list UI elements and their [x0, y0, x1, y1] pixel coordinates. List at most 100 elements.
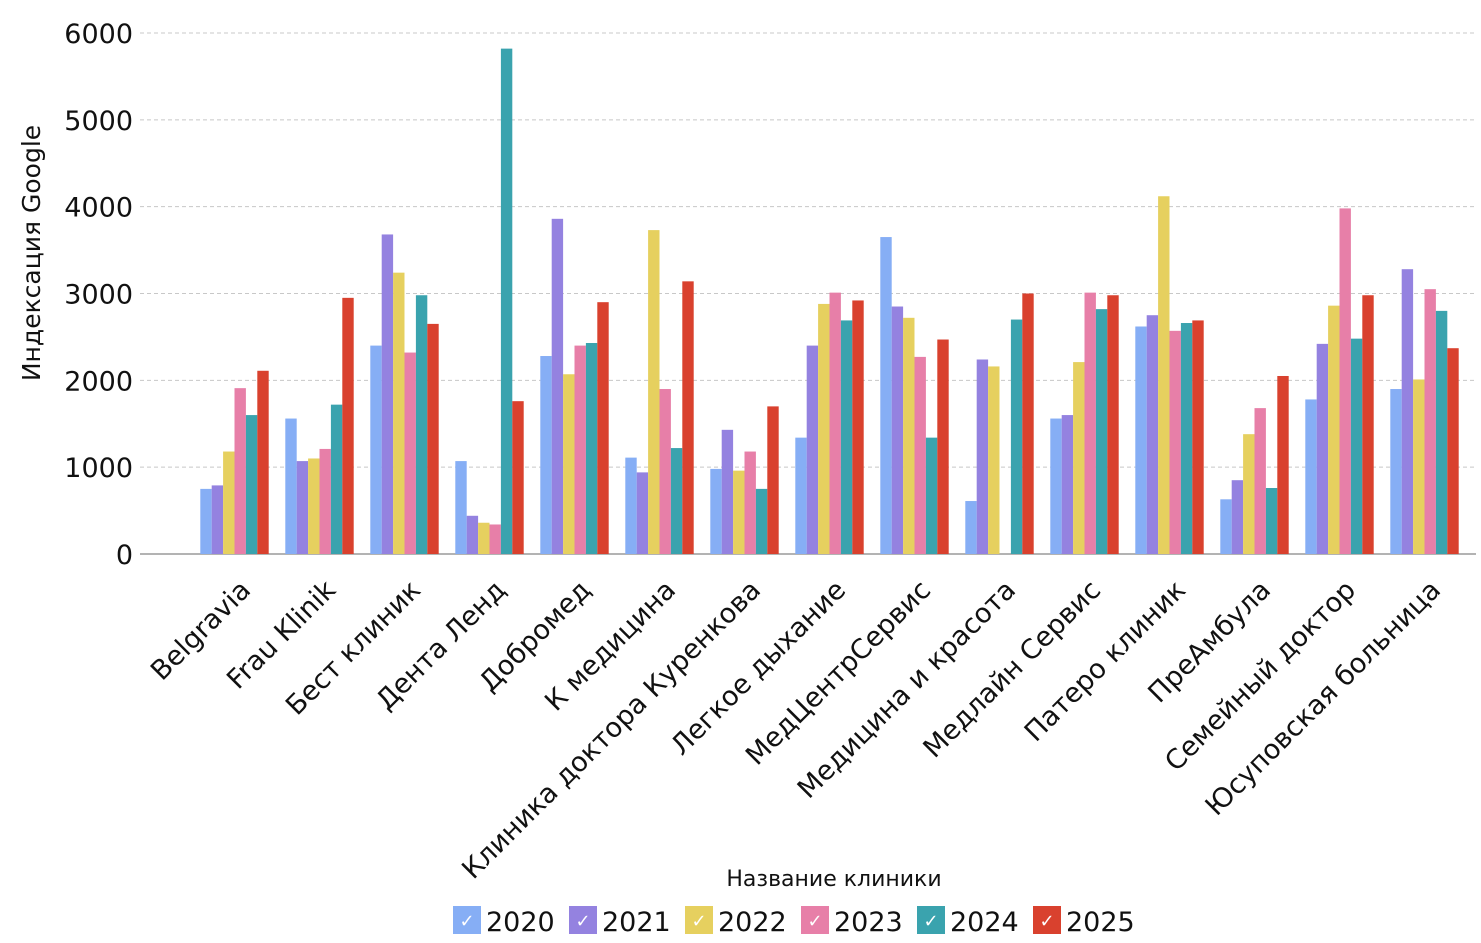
bar-2020-8[interactable] — [880, 237, 892, 554]
bar-2020-4[interactable] — [540, 356, 552, 554]
bar-2022-2[interactable] — [393, 272, 405, 554]
bar-2022-9[interactable] — [988, 366, 1000, 554]
bar-2020-6[interactable] — [710, 468, 722, 554]
bar-2025-3[interactable] — [512, 401, 524, 554]
bar-2024-13[interactable] — [1350, 338, 1363, 554]
bar-2022-4[interactable] — [563, 374, 575, 554]
bar-2025-4[interactable] — [597, 302, 609, 554]
legend-item-2020[interactable]: ✓ 2020 — [453, 906, 555, 938]
bar-2025-13[interactable] — [1362, 295, 1374, 554]
bar-2024-4[interactable] — [585, 343, 598, 554]
bar-2023-10[interactable] — [1084, 292, 1096, 554]
bar-2023-4[interactable] — [574, 345, 586, 554]
bar-2022-12[interactable] — [1243, 434, 1255, 554]
bar-2025-14[interactable] — [1447, 348, 1459, 554]
bar-2020-12[interactable] — [1220, 499, 1232, 554]
bar-2022-11[interactable] — [1158, 196, 1170, 554]
bar-2025-12[interactable] — [1277, 375, 1289, 554]
bar-2024-2[interactable] — [415, 295, 428, 554]
bar-2021-7[interactable] — [806, 345, 819, 554]
bar-2022-5[interactable] — [648, 230, 660, 555]
legend-swatch[interactable] — [917, 906, 945, 934]
bar-2025-11[interactable] — [1192, 320, 1204, 554]
bar-2023-2[interactable] — [404, 352, 416, 554]
bar-2021-12[interactable] — [1231, 480, 1244, 554]
bar-2024-12[interactable] — [1265, 488, 1278, 554]
bar-2021-2[interactable] — [381, 234, 394, 554]
bar-2021-13[interactable] — [1316, 343, 1329, 554]
bar-2024-8[interactable] — [925, 437, 938, 554]
bar-2023-3[interactable] — [489, 524, 501, 554]
legend-item-2022[interactable]: ✓ 2022 — [685, 906, 787, 938]
bar-2024-0[interactable] — [245, 415, 258, 554]
bar-2024-1[interactable] — [330, 404, 343, 554]
bar-2025-1[interactable] — [342, 297, 354, 554]
bar-2020-0[interactable] — [200, 488, 212, 555]
bar-2025-0[interactable] — [257, 370, 269, 554]
bar-2025-9[interactable] — [1022, 293, 1034, 555]
legend-swatch[interactable] — [685, 906, 713, 934]
bar-2021-10[interactable] — [1061, 415, 1074, 554]
bar-2023-14[interactable] — [1424, 289, 1436, 554]
bar-2023-0[interactable] — [234, 388, 246, 554]
bar-2020-2[interactable] — [370, 345, 382, 554]
bar-2021-6[interactable] — [721, 429, 734, 554]
bar-2024-10[interactable] — [1095, 309, 1108, 554]
bar-2021-0[interactable] — [211, 485, 224, 554]
bar-2023-12[interactable] — [1254, 408, 1266, 554]
bar-2022-13[interactable] — [1328, 305, 1340, 554]
bar-2024-3[interactable] — [500, 48, 513, 554]
bar-2024-7[interactable] — [840, 320, 853, 554]
bar-2020-7[interactable] — [795, 437, 807, 554]
legend-swatch[interactable] — [569, 906, 597, 934]
bar-2020-13[interactable] — [1305, 399, 1317, 554]
bar-2022-14[interactable] — [1413, 379, 1425, 554]
bar-2025-7[interactable] — [852, 300, 864, 554]
bar-2020-14[interactable] — [1390, 389, 1402, 554]
bar-2025-2[interactable] — [427, 323, 439, 554]
bar-2023-7[interactable] — [829, 292, 841, 554]
legend-swatch[interactable] — [453, 906, 481, 934]
bar-2024-11[interactable] — [1180, 323, 1193, 554]
bar-2022-10[interactable] — [1073, 362, 1085, 554]
bar-2024-9[interactable] — [1010, 319, 1023, 554]
bar-2022-8[interactable] — [903, 317, 915, 554]
bar-2023-1[interactable] — [319, 448, 331, 554]
legend-item-2025[interactable]: ✓ 2025 — [1033, 906, 1135, 938]
bar-2025-8[interactable] — [937, 339, 949, 554]
bar-2025-5[interactable] — [682, 281, 694, 554]
bar-2020-3[interactable] — [455, 461, 467, 554]
bar-2023-8[interactable] — [914, 356, 926, 554]
legend[interactable]: ✓ 2020 ✓ 2021 ✓ 2022 ✓ 2023 ✓ 2024 ✓ 2025 — [453, 906, 1135, 938]
legend-swatch[interactable] — [801, 906, 829, 934]
bar-2021-4[interactable] — [551, 218, 564, 554]
bar-2024-14[interactable] — [1435, 310, 1448, 554]
bar-2022-3[interactable] — [478, 522, 490, 554]
bar-2023-5[interactable] — [659, 389, 671, 554]
bar-2022-0[interactable] — [223, 451, 235, 554]
bar-2020-5[interactable] — [625, 457, 637, 554]
bar-2021-1[interactable] — [296, 461, 309, 554]
bar-2023-6[interactable] — [744, 451, 756, 554]
bar-2022-6[interactable] — [733, 470, 745, 554]
bar-2025-6[interactable] — [767, 406, 779, 554]
legend-item-2023[interactable]: ✓ 2023 — [801, 906, 903, 938]
bar-2021-5[interactable] — [636, 472, 649, 554]
legend-item-2024[interactable]: ✓ 2024 — [917, 906, 1019, 938]
bar-2021-14[interactable] — [1401, 269, 1414, 554]
legend-swatch[interactable] — [1033, 906, 1061, 934]
bar-2021-3[interactable] — [466, 515, 479, 554]
bar-2021-11[interactable] — [1146, 315, 1159, 554]
bar-2021-9[interactable] — [976, 359, 989, 554]
bar-2024-6[interactable] — [755, 488, 768, 555]
bar-2023-13[interactable] — [1339, 208, 1351, 554]
bar-2020-9[interactable] — [965, 501, 977, 554]
bar-2023-11[interactable] — [1169, 330, 1181, 554]
bar-2020-10[interactable] — [1050, 418, 1062, 554]
bar-2021-8[interactable] — [891, 306, 904, 554]
bar-2020-1[interactable] — [285, 418, 297, 554]
bar-2025-10[interactable] — [1107, 295, 1119, 554]
legend-item-2021[interactable]: ✓ 2021 — [569, 906, 671, 938]
bar-2022-7[interactable] — [818, 303, 830, 554]
bar-2024-5[interactable] — [670, 448, 683, 554]
